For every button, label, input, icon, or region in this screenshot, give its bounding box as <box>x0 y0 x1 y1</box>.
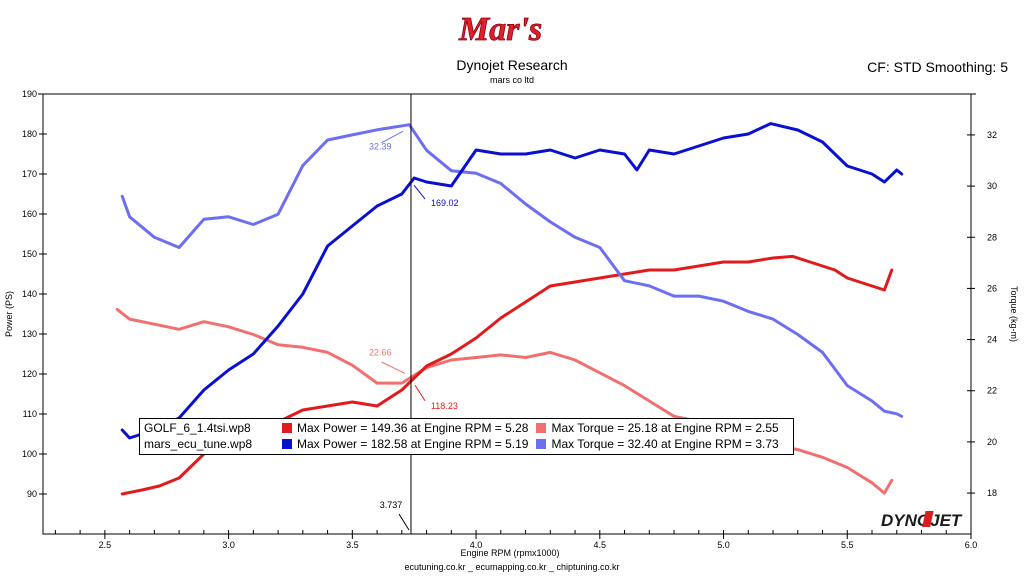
plot-frame <box>38 93 976 535</box>
y-tick-label: 100 <box>22 449 37 459</box>
x-tick-label: 3.0 <box>222 540 235 550</box>
cf-info: CF: STD Smoothing: 5 <box>867 59 1008 75</box>
x-tick-label: 4.0 <box>470 540 483 550</box>
y-axis-label: Power (PS) <box>4 291 14 337</box>
y-tick-label: 160 <box>22 209 37 219</box>
x-tick-label: 4.5 <box>594 540 607 550</box>
annotation-arrow-mars-torque <box>381 130 404 144</box>
axis-ticks: 2.5 3.0 3.5 4.0 4.5 5.0 5.5 6.0 90 100 110 120 130 14… <box>22 89 997 550</box>
footer-links: ecutuning.co.kr _ ecumapping.co.kr _ chi… <box>404 562 620 572</box>
legend-row: mars_ecu_tune.wp8 Max Power = 182.58 at … <box>144 436 787 452</box>
annotation-label-mars-torque: 32.39 <box>369 141 392 151</box>
legend-text-mars-torque: Max Torque = 32.40 at Engine RPM = 3.73 <box>551 437 779 451</box>
legend-row: GOLF_6_1.4tsi.wp8 Max Power = 149.36 at … <box>144 420 787 436</box>
x-tick-label: 2.5 <box>99 540 112 550</box>
y-tick-label: 110 <box>23 409 37 419</box>
legend-swatch-mars-power <box>282 439 292 449</box>
legend-item-mars-power: Max Power = 182.58 at Engine RPM = 5.19 <box>282 436 528 452</box>
y-tick-label: 190 <box>22 89 37 99</box>
y-tick-label: 170 <box>22 169 37 179</box>
legend-item-golf-torque: Max Torque = 25.18 at Engine RPM = 2.55 <box>536 420 779 436</box>
annotation-label-mars-power: 169.02 <box>431 198 459 208</box>
series-line-mars-torque <box>120 123 904 418</box>
y2-tick-label: 24 <box>987 335 997 345</box>
legend-file-golf: GOLF_6_1.4tsi.wp8 <box>144 421 251 435</box>
y-tick-label: 120 <box>22 369 37 379</box>
y-tick-label: 140 <box>22 289 37 299</box>
y2-tick-label: 30 <box>987 181 997 191</box>
mars-logo-text: Mar's <box>458 11 542 48</box>
cursor-layer: 3.737 169.02 32.39 22.66 118.23 <box>369 94 459 534</box>
mars-logo: Mar's <box>458 11 543 49</box>
annotation-arrow-golf-torque <box>381 361 406 374</box>
y2-tick-label: 32 <box>987 130 997 140</box>
y2-tick-label: 20 <box>987 437 997 447</box>
y-tick-label: 150 <box>22 249 37 259</box>
chart-title: Dynojet Research <box>456 57 568 73</box>
legend-text-golf-power: Max Power = 149.36 at Engine RPM = 5.28 <box>297 421 529 435</box>
legend-item-mars-torque: Max Torque = 32.40 at Engine RPM = 3.73 <box>536 436 779 452</box>
legend-text-golf-torque: Max Torque = 25.18 at Engine RPM = 2.55 <box>551 421 779 435</box>
annotation-label-golf-power: 118.23 <box>431 401 458 411</box>
legend-swatch-golf-torque <box>536 423 547 433</box>
y2-tick-label: 18 <box>987 488 997 498</box>
annotation-arrow-golf-power <box>414 384 426 401</box>
cursor-rpm-label: 3.737 <box>380 500 403 510</box>
x-tick-label: 5.0 <box>717 540 730 550</box>
x-tick-label: 6.0 <box>965 540 978 550</box>
x-tick-label: 3.5 <box>346 540 359 550</box>
y-tick-label: 90 <box>27 489 37 499</box>
y2-tick-label: 28 <box>987 232 997 242</box>
dynojet-logo-text: DYNOJET <box>881 511 963 530</box>
legend-file-mars: mars_ecu_tune.wp8 <box>144 437 253 451</box>
annotation-label-golf-torque: 22.66 <box>369 347 392 357</box>
y2-axis-label: Torque (kg-m) <box>1009 286 1019 342</box>
annotation-arrow-mars-power <box>413 184 426 200</box>
legend-swatch-golf-power <box>282 423 292 433</box>
chart-subtitle: mars co ltd <box>489 75 534 85</box>
legend-item-golf-power: Max Power = 149.36 at Engine RPM = 5.28 <box>282 420 528 436</box>
y-tick-label: 130 <box>22 329 37 339</box>
dynojet-logo: DYNOJET <box>881 511 963 530</box>
x-axis-label: Engine RPM (rpmx1000) <box>460 548 559 558</box>
cursor-rpm-arrow <box>398 513 410 531</box>
legend: GOLF_6_1.4tsi.wp8 Max Power = 149.36 at … <box>139 418 794 455</box>
y-tick-label: 180 <box>22 129 37 139</box>
series-line-mars-power <box>120 122 904 440</box>
legend-text-mars-power: Max Power = 182.58 at Engine RPM = 5.19 <box>297 437 529 451</box>
y2-tick-label: 26 <box>987 283 997 293</box>
y2-tick-label: 22 <box>987 386 997 396</box>
series-line-golf-power <box>120 254 894 496</box>
series-line-golf-torque <box>115 307 894 495</box>
legend-swatch-mars-torque <box>536 439 547 449</box>
x-tick-label: 5.5 <box>841 540 854 550</box>
